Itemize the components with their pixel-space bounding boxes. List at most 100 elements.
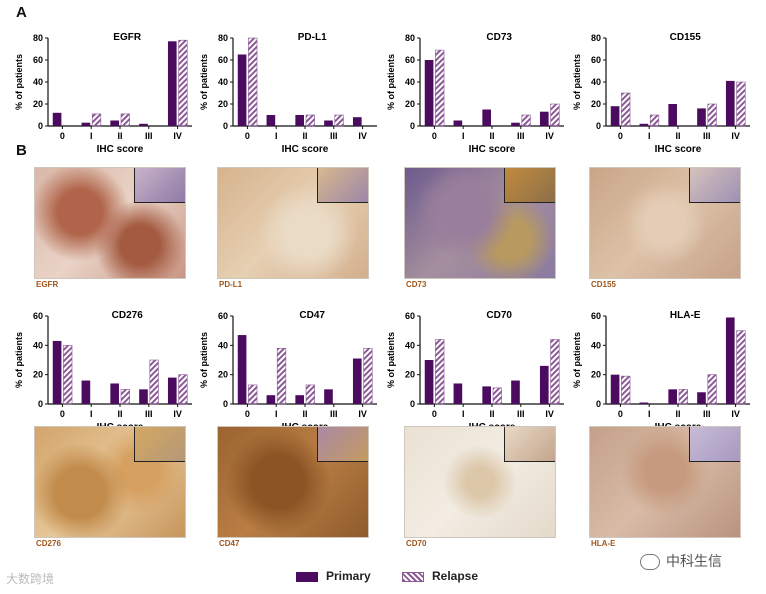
bar-primary bbox=[482, 109, 491, 126]
micrograph-label: CD70 bbox=[406, 539, 427, 548]
bar-primary bbox=[639, 123, 649, 126]
bar-relapse bbox=[63, 345, 73, 405]
x-tick-label: II bbox=[302, 131, 307, 141]
wechat-icon bbox=[640, 554, 660, 571]
micrograph-image bbox=[589, 426, 741, 538]
y-tick-label: 80 bbox=[218, 33, 228, 43]
bar-primary bbox=[725, 80, 735, 126]
chart-title: CD47 bbox=[299, 310, 325, 321]
y-tick-label: 0 bbox=[38, 399, 43, 409]
y-tick-label: 40 bbox=[405, 77, 415, 87]
panel-letter-b: B bbox=[16, 142, 27, 159]
panel-letter-a: A bbox=[16, 4, 27, 21]
bar-primary bbox=[167, 377, 177, 404]
bar-relapse bbox=[649, 114, 660, 127]
x-tick-label: 0 bbox=[245, 131, 250, 141]
x-tick-label: I bbox=[275, 131, 278, 141]
bar-relapse bbox=[178, 39, 188, 127]
bar-relapse bbox=[492, 387, 502, 405]
y-tick-label: 60 bbox=[405, 311, 415, 321]
y-tick-label: 20 bbox=[591, 370, 601, 380]
y-tick-label: 20 bbox=[33, 370, 43, 380]
y-tick-label: 20 bbox=[218, 370, 228, 380]
x-tick-label: 0 bbox=[60, 131, 65, 141]
legend-relapse: Relapse bbox=[402, 569, 478, 583]
micrograph-inset bbox=[689, 427, 740, 462]
y-tick-label: 20 bbox=[218, 99, 228, 109]
x-tick-label: II bbox=[489, 409, 494, 419]
y-axis-label: % of patients bbox=[14, 332, 24, 388]
y-tick-label: 0 bbox=[223, 121, 228, 131]
legend-primary-label: Primary bbox=[326, 569, 371, 583]
legend-primary: Primary bbox=[296, 569, 371, 583]
bar-relapse bbox=[276, 347, 287, 405]
micrograph-inset bbox=[504, 168, 555, 203]
bar-relapse bbox=[435, 49, 445, 127]
y-tick-label: 40 bbox=[218, 77, 228, 87]
y-tick-label: 0 bbox=[410, 399, 415, 409]
y-tick-label: 60 bbox=[33, 55, 43, 65]
x-tick-label: II bbox=[117, 409, 122, 419]
x-tick-label: II bbox=[675, 409, 680, 419]
y-tick-label: 40 bbox=[33, 77, 43, 87]
x-tick-label: 0 bbox=[432, 131, 437, 141]
bar-primary bbox=[81, 380, 91, 404]
chart-title: CD70 bbox=[486, 310, 512, 321]
x-tick-label: III bbox=[330, 409, 338, 419]
bar-relapse bbox=[521, 114, 531, 127]
bar-relapse bbox=[736, 81, 746, 127]
y-tick-label: 40 bbox=[218, 340, 228, 350]
bar-primary bbox=[610, 106, 620, 126]
x-axis-label: IHC score bbox=[655, 144, 702, 155]
x-tick-label: II bbox=[675, 131, 680, 141]
micrograph-inset bbox=[134, 427, 185, 462]
x-tick-label: I bbox=[275, 409, 278, 419]
x-tick-label: I bbox=[90, 131, 93, 141]
bar-primary bbox=[352, 117, 362, 126]
y-tick-label: 60 bbox=[591, 55, 601, 65]
bar-primary bbox=[110, 120, 119, 126]
bar-relapse bbox=[248, 37, 258, 127]
bar-primary bbox=[266, 115, 276, 126]
legend-relapse-swatch bbox=[402, 571, 424, 582]
chart-title: PD-L1 bbox=[298, 32, 327, 43]
y-tick-label: 0 bbox=[596, 399, 601, 409]
bar-primary bbox=[668, 389, 677, 404]
legend-relapse-label: Relapse bbox=[432, 569, 479, 583]
bar-primary bbox=[139, 123, 148, 126]
bar-relapse bbox=[736, 330, 746, 405]
bar-primary bbox=[697, 108, 706, 126]
y-tick-label: 0 bbox=[596, 121, 601, 131]
x-tick-label: 0 bbox=[60, 409, 65, 419]
bar-relapse bbox=[178, 374, 188, 405]
x-tick-label: II bbox=[302, 409, 307, 419]
x-tick-label: I bbox=[648, 409, 651, 419]
x-tick-label: I bbox=[90, 409, 93, 419]
x-tick-label: IV bbox=[731, 131, 740, 141]
micrograph-inset bbox=[134, 168, 185, 203]
x-axis-label: IHC score bbox=[282, 144, 329, 155]
bar-primary bbox=[295, 395, 304, 404]
y-tick-label: 60 bbox=[218, 311, 228, 321]
y-tick-label: 60 bbox=[405, 55, 415, 65]
micrograph-inset bbox=[317, 427, 368, 462]
micrograph-label: CD47 bbox=[219, 539, 240, 548]
x-tick-label: III bbox=[330, 131, 338, 141]
bar-relapse bbox=[334, 114, 344, 127]
y-tick-label: 60 bbox=[33, 311, 43, 321]
y-tick-label: 20 bbox=[33, 99, 43, 109]
micrograph-image bbox=[34, 167, 186, 279]
y-axis-label: % of patients bbox=[386, 54, 396, 110]
bar-primary bbox=[511, 380, 520, 404]
bar-primary bbox=[110, 383, 119, 404]
y-tick-label: 80 bbox=[591, 33, 601, 43]
y-axis-label: % of patients bbox=[386, 332, 396, 388]
micrograph-image bbox=[34, 426, 186, 538]
bar-relapse bbox=[305, 114, 315, 127]
bar-relapse bbox=[678, 389, 688, 405]
bar-primary bbox=[453, 120, 463, 126]
bar-relapse bbox=[91, 113, 102, 127]
watermark-left-text: 大数跨境 bbox=[6, 572, 55, 586]
